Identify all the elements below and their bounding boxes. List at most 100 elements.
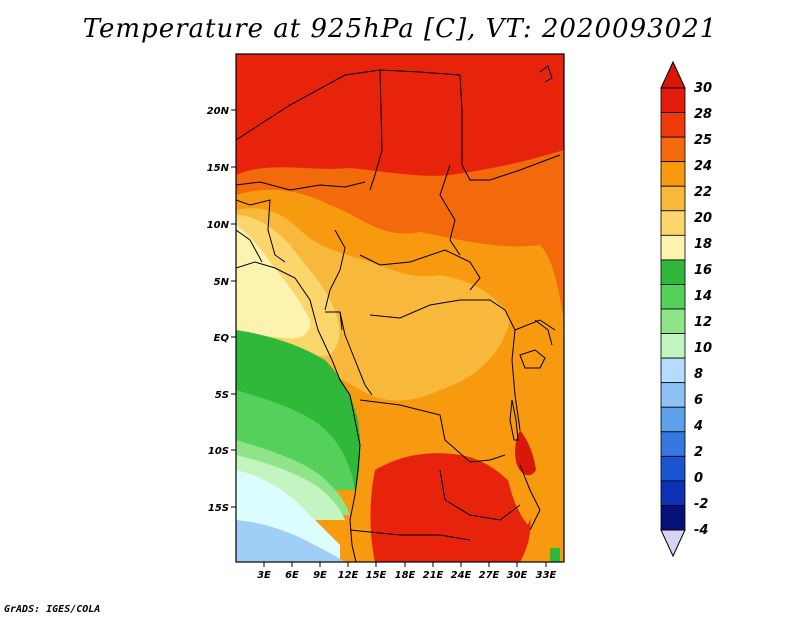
border-uganda-kenya [514, 319, 556, 331]
svg-text:18E: 18E [395, 570, 416, 581]
cb-label-2: 2 [694, 445, 703, 460]
coast-west [236, 261, 361, 562]
lat-tick-20n: 20N [207, 106, 236, 117]
colorbar-cell [660, 112, 686, 138]
cb-label-4: 4 [693, 419, 703, 434]
svg-text:20N: 20N [207, 106, 230, 117]
field-ocean-blue [236, 520, 345, 562]
cb-label-12: 12 [694, 315, 712, 330]
svg-text:5N: 5N [214, 277, 230, 288]
cb-label-14: 14 [694, 289, 712, 304]
lon-tick-12e: 12E [338, 562, 359, 581]
field-east-highlands [505, 330, 552, 525]
lon-tick-21e: 21E [423, 562, 444, 581]
colorbar-top-triangle [660, 60, 686, 89]
border-congo [339, 311, 373, 396]
cb-label-24: 24 [694, 159, 712, 174]
border-egypt-sudan [459, 74, 561, 181]
colorbar-cell [660, 505, 686, 531]
border-angola-south [349, 529, 471, 541]
border-zambia [439, 469, 521, 521]
cb-label-10: 10 [694, 341, 712, 356]
lat-tick-5s: 5S [215, 390, 236, 401]
svg-text:12E: 12E [338, 570, 359, 581]
colorbar-cell [660, 234, 686, 261]
chart-title: Temperature at 925hPa [C], VT: 202009302… [82, 14, 718, 44]
lat-tick-10s: 10S [208, 446, 236, 457]
border-sahara-north [236, 69, 461, 141]
colorbar-cell [660, 333, 686, 359]
svg-text:15E: 15E [366, 570, 387, 581]
lat-axis: 20N 15N 10N 5N EQ 5S 10S 15S [207, 106, 236, 514]
temperature-field [236, 54, 564, 562]
border-angola-drc [359, 399, 506, 463]
cb-label-28: 28 [694, 107, 712, 122]
svg-text:3E: 3E [257, 570, 271, 581]
cb-label-8: 8 [694, 367, 703, 382]
map-frame [235, 53, 565, 563]
lon-axis: 3E 6E 9E 12E 15E 18E 21E 24E 27E 30E 33E [257, 562, 557, 581]
cb-label-25: 25 [694, 133, 712, 148]
colorbar-cell [660, 308, 686, 334]
svg-text:10N: 10N [207, 220, 230, 231]
colorbar-cell [660, 161, 686, 187]
cb-label-22: 22 [694, 185, 712, 200]
svg-text:5S: 5S [215, 390, 229, 401]
svg-text:15N: 15N [207, 163, 230, 174]
colorbar-labels: 30 28 25 24 22 20 18 16 14 12 10 8 6 4 2… [693, 81, 712, 538]
lake-tanganyika [509, 399, 519, 441]
cb-label-16: 16 [694, 263, 712, 278]
nile-line [534, 319, 553, 346]
colorbar: 30 28 25 24 22 20 18 16 14 12 10 8 6 4 2… [660, 60, 712, 558]
cb-label-neg2: -2 [694, 497, 708, 512]
colorbar-cell [660, 259, 686, 285]
lon-tick-27e: 27E [479, 562, 500, 581]
border-niger-chad [236, 181, 366, 191]
colorbar-cell [660, 87, 686, 113]
colorbar-cell [660, 382, 686, 408]
red-sea-outline [539, 65, 553, 83]
colorbar-cell [660, 431, 686, 457]
svg-text:21E: 21E [423, 570, 444, 581]
colorbar-cell [660, 136, 686, 163]
colorbar-cell [660, 210, 686, 236]
field-band-18 [236, 225, 311, 339]
colorbar-cells [660, 87, 686, 531]
border-drc-north [369, 299, 506, 319]
svg-text:15S: 15S [208, 503, 229, 514]
svg-text:27E: 27E [479, 570, 500, 581]
lon-tick-6e: 6E [285, 562, 299, 581]
lon-tick-24e: 24E [451, 562, 472, 581]
lat-tick-15s: 15S [208, 503, 236, 514]
lat-tick-5n: 5N [214, 277, 236, 288]
grads-credit: GrADS: IGES/COLA [4, 604, 101, 615]
border-nigeria [236, 199, 286, 263]
field-se-green [550, 548, 560, 562]
borders [236, 65, 561, 562]
svg-text:33E: 33E [536, 570, 557, 581]
lon-tick-18e: 18E [395, 562, 416, 581]
border-car [359, 249, 481, 291]
cb-label-6: 6 [694, 393, 703, 408]
colorbar-bottom-triangle [660, 529, 686, 558]
svg-text:9E: 9E [313, 570, 327, 581]
lat-tick-15n: 15N [207, 163, 236, 174]
border-mozambique [519, 464, 541, 531]
colorbar-cell [660, 480, 686, 506]
border-cameroon [324, 229, 346, 311]
colorbar-cell [660, 455, 686, 482]
lat-tick-10n: 10N [207, 220, 236, 231]
svg-text:30E: 30E [507, 570, 528, 581]
coast-gulf [236, 229, 263, 263]
cb-label-30: 30 [694, 81, 712, 96]
cb-label-neg4: -4 [694, 523, 708, 538]
cb-label-18: 18 [694, 237, 712, 252]
field-lakes-red [515, 430, 536, 476]
lon-tick-30e: 30E [507, 562, 528, 581]
cb-label-0: 0 [694, 471, 703, 486]
border-gabon [325, 311, 343, 331]
border-libya-chad [369, 69, 383, 191]
svg-text:EQ: EQ [214, 333, 230, 344]
lon-tick-3e: 3E [257, 562, 271, 581]
